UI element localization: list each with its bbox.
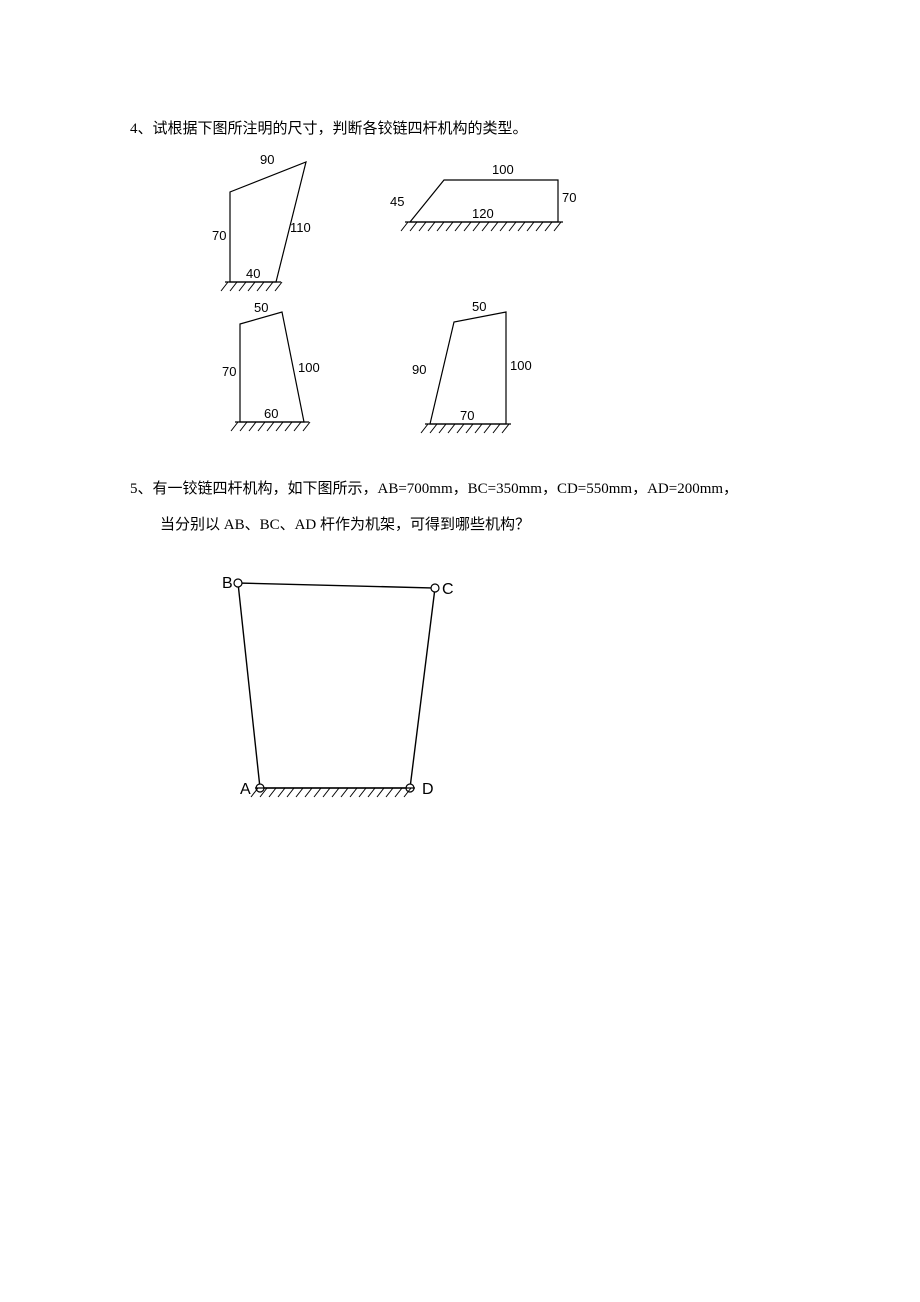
- svg-text:40: 40: [246, 266, 260, 281]
- svg-text:90: 90: [412, 362, 426, 377]
- page: 4、试根据下图所注明的尺寸，判断各铰链四杆机构的类型。 70 90 110 40 45 1…: [0, 0, 920, 833]
- svg-text:C: C: [442, 581, 454, 598]
- svg-text:B: B: [222, 575, 233, 592]
- svg-text:100: 100: [510, 358, 532, 373]
- q5-line2: 当分别以 AB、BC、AD 杆作为机架，可得到哪些机构？: [130, 511, 790, 540]
- svg-text:45: 45: [390, 194, 404, 209]
- q5-linkage: A B C D: [222, 575, 454, 798]
- svg-text:120: 120: [472, 206, 494, 221]
- q4-diagram-2: 45 100 70 120: [390, 162, 576, 231]
- q4-diagram-3: 70 50 100 60: [222, 300, 320, 431]
- svg-text:D: D: [422, 781, 434, 798]
- q4-diagrams: 70 90 110 40 45 100 70 120 70 50 100 60 90 50 100 70: [130, 152, 790, 457]
- svg-text:70: 70: [562, 190, 576, 205]
- svg-text:A: A: [240, 781, 251, 798]
- svg-text:50: 50: [254, 300, 268, 315]
- q5-diagram: A B C D: [130, 548, 790, 833]
- q4-diagram-4: 90 50 100 70: [412, 299, 532, 433]
- q4-text: 4、试根据下图所注明的尺寸，判断各铰链四杆机构的类型。: [130, 115, 790, 144]
- q4-diagram-1: 70 90 110 40: [212, 152, 311, 291]
- svg-text:70: 70: [460, 408, 474, 423]
- svg-text:100: 100: [492, 162, 514, 177]
- svg-text:70: 70: [222, 364, 236, 379]
- q5-svg: A B C D: [130, 548, 590, 828]
- svg-text:60: 60: [264, 406, 278, 421]
- q4-svg: 70 90 110 40 45 100 70 120 70 50 100 60 90 50 100 70: [130, 152, 690, 452]
- q5-line1: 5、有一铰链四杆机构，如下图所示，AB=700mm，BC=350mm，CD=55…: [130, 475, 790, 504]
- svg-text:70: 70: [212, 228, 226, 243]
- svg-text:100: 100: [298, 360, 320, 375]
- svg-text:90: 90: [260, 152, 274, 167]
- svg-text:110: 110: [290, 220, 311, 235]
- svg-text:50: 50: [472, 299, 486, 314]
